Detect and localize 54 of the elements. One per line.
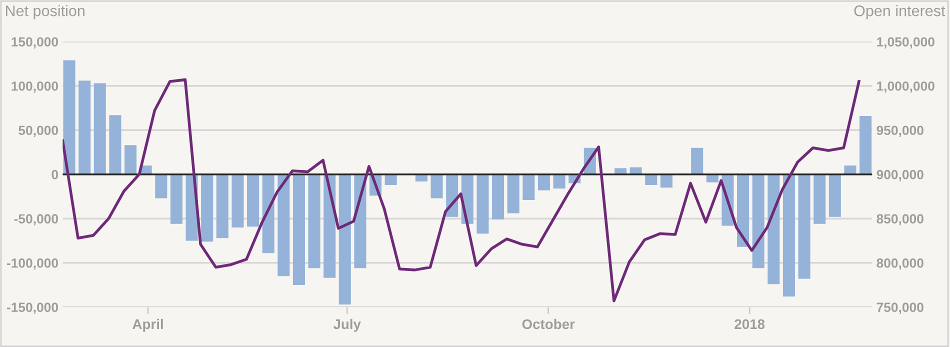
y2-axis-title: Open interest [854, 5, 946, 20]
bar [78, 80, 91, 174]
y-tick-label: 50,000 [18, 126, 58, 137]
bar [768, 174, 780, 284]
bar [124, 145, 137, 174]
y2-tick-label: 1,000,000 [877, 81, 934, 93]
x-tick-label: 2018 [734, 319, 765, 330]
bar [507, 174, 520, 214]
bar [170, 174, 182, 224]
bar [109, 115, 122, 174]
bar [553, 174, 566, 189]
bar [660, 174, 672, 188]
y-tick-label: -50,000 [14, 214, 58, 226]
bar [278, 174, 290, 276]
y2-tick-label: 800,000 [876, 258, 924, 270]
bar [828, 174, 841, 217]
bar [522, 174, 535, 200]
bar [782, 174, 795, 296]
line-series [62, 78, 860, 302]
bar [476, 174, 489, 234]
y-tick-label: -100,000 [6, 258, 58, 270]
bar [338, 174, 351, 304]
bar [324, 174, 336, 278]
y-tick-label: 150,000 [12, 37, 58, 48]
bar [798, 174, 810, 279]
bar [201, 174, 214, 242]
y2-tick-label: 1,050,000 [877, 37, 934, 48]
y2-tick-label: 950,000 [876, 126, 924, 137]
bar [538, 174, 550, 190]
bar [308, 174, 320, 268]
y-tick-label: 100,000 [12, 81, 58, 93]
y2-tick-label: 750,000 [876, 302, 924, 314]
bar [232, 174, 244, 228]
bar [814, 174, 826, 224]
bar [691, 148, 704, 174]
bar [63, 60, 76, 174]
bar [155, 174, 168, 198]
bar [94, 83, 106, 174]
x-tick-label: October [522, 318, 575, 330]
y2-tick-label: 850,000 [876, 214, 924, 226]
y-axis-title: Net position [6, 5, 84, 20]
bar [860, 116, 872, 174]
bar [752, 174, 764, 268]
x-tick-label: April [132, 318, 163, 332]
y-tick-label: 0 [52, 170, 58, 180]
bar [737, 174, 750, 247]
x-tick-label: July [333, 318, 361, 332]
y2-tick-label: 900,000 [876, 170, 924, 182]
y-tick-label: -150,000 [6, 302, 58, 314]
bar [430, 174, 443, 198]
bar [216, 174, 228, 238]
bar [492, 174, 504, 220]
bar [247, 174, 260, 227]
bar [292, 174, 305, 285]
